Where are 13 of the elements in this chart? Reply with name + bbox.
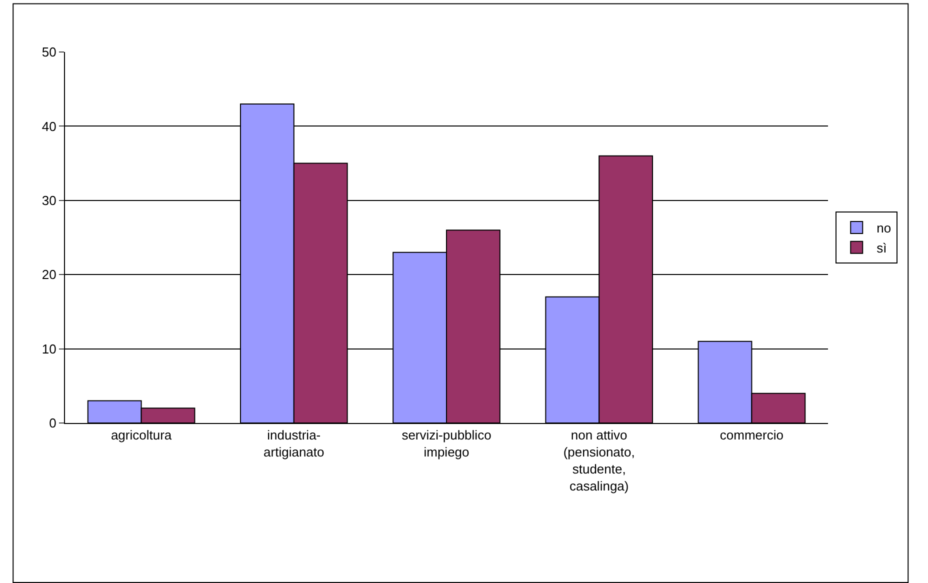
legend-label: sì <box>876 240 887 256</box>
y-tick-label: 10 <box>42 341 56 356</box>
x-tick-label: agricoltura <box>110 428 172 443</box>
x-tick-label: industria-artigianato <box>264 428 324 460</box>
x-tick-label: servizi-pubblico impiego <box>402 428 492 460</box>
y-tick-label: 40 <box>42 118 56 134</box>
x-tick-label: non attivo (pensionato, studente, casalinga) <box>563 428 635 494</box>
y-tick-label: 30 <box>42 192 56 208</box>
y-tick-label: 50 <box>42 44 56 60</box>
legend-label: no <box>876 220 892 236</box>
y-tick-label: 20 <box>42 267 56 282</box>
x-tick-label: commercio <box>720 428 784 443</box>
y-tick-label: 0 <box>49 416 56 431</box>
